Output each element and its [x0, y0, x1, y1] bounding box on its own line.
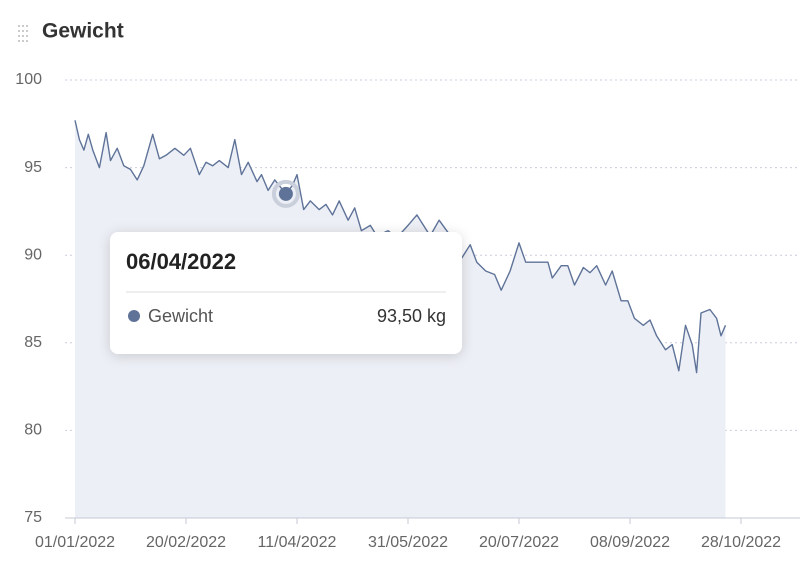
x-tick-label: 01/01/2022: [35, 534, 115, 551]
tooltip-value: 93,50 kg: [377, 306, 446, 326]
legend-label: Gewicht: [148, 306, 213, 326]
hover-halo: [271, 179, 300, 208]
tooltip-date: 06/04/2022: [126, 249, 236, 274]
hover-point: [278, 186, 293, 201]
tooltip-box: [110, 232, 462, 354]
x-tick-label: 08/09/2022: [590, 534, 670, 551]
drag-handle[interactable]: [18, 25, 28, 42]
y-tick-label: 90: [24, 246, 42, 263]
y-tick-label: 85: [24, 334, 42, 351]
y-tick-label: 100: [15, 71, 42, 88]
x-tick-label: 28/10/2022: [701, 534, 781, 551]
x-tick-label: 11/04/2022: [258, 534, 337, 551]
line: [74, 120, 727, 374]
x-tick-label: 31/05/2022: [368, 534, 448, 551]
y-tick-label: 80: [24, 422, 42, 439]
x-tick-label: 20/07/2022: [479, 534, 559, 551]
chart-title: Gewicht: [42, 20, 124, 43]
y-tick-label: 75: [24, 509, 42, 526]
x-tick-label: 20/02/2022: [146, 534, 226, 551]
y-tick-label: 95: [24, 159, 42, 176]
legend-marker: [128, 310, 140, 322]
